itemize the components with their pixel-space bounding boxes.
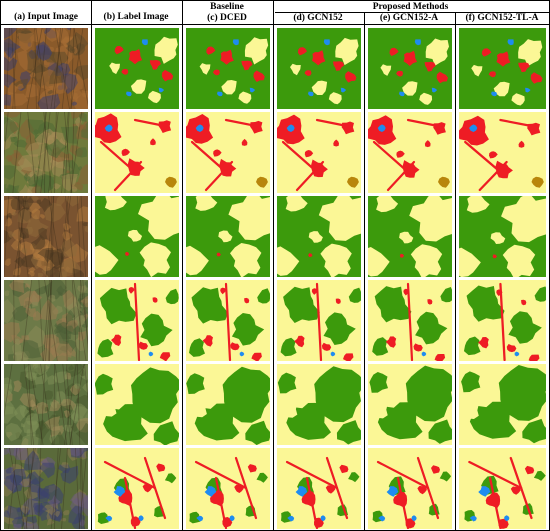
group-header-proposed: Proposed Methods xyxy=(372,2,449,12)
prediction-map-tile xyxy=(277,28,361,109)
input-image-tile xyxy=(4,364,88,445)
prediction-map-tile xyxy=(459,112,546,193)
col-divider-2 xyxy=(182,0,183,531)
prediction-map-tile xyxy=(368,364,452,445)
prediction-map-tile xyxy=(186,280,270,361)
prediction-map-tile xyxy=(186,364,270,445)
prediction-map-tile xyxy=(277,364,361,445)
prediction-map-tile xyxy=(277,448,361,529)
input-image-tile xyxy=(4,448,88,529)
col-divider-3 xyxy=(273,0,274,531)
column-header-label: (b) Label Image xyxy=(103,12,169,22)
frame-top xyxy=(0,0,550,1)
col-divider-5 xyxy=(455,13,456,531)
group-header-baseline: Baseline xyxy=(210,2,244,12)
prediction-map-tile xyxy=(186,448,270,529)
column-header-dced: (c) DCED xyxy=(207,13,247,23)
prediction-map-tile xyxy=(277,280,361,361)
label-image-tile xyxy=(95,280,179,361)
prediction-map-tile xyxy=(277,196,361,277)
prediction-map-tile xyxy=(277,112,361,193)
prediction-map-tile xyxy=(186,196,270,277)
prediction-map-tile xyxy=(186,28,270,109)
input-image-tile xyxy=(4,112,88,193)
prediction-map-tile xyxy=(459,448,546,529)
prediction-map-tile xyxy=(368,112,452,193)
prediction-map-tile xyxy=(459,364,546,445)
column-header-gcn152: (d) GCN152 xyxy=(293,13,343,23)
prediction-map-tile xyxy=(186,112,270,193)
prediction-map-tile xyxy=(459,28,546,109)
label-image-tile xyxy=(95,364,179,445)
prediction-map-tile xyxy=(368,448,452,529)
column-header-input: (a) Input Image xyxy=(14,12,78,22)
proposed-divider xyxy=(275,12,550,13)
prediction-map-tile xyxy=(459,196,546,277)
col-divider-1 xyxy=(91,0,92,531)
prediction-map-tile xyxy=(368,28,452,109)
prediction-map-tile xyxy=(459,280,546,361)
label-image-tile xyxy=(95,28,179,109)
label-image-tile xyxy=(95,196,179,277)
column-header-gcn152-tl-a: (f) GCN152-TL-A xyxy=(465,13,539,23)
col-divider-4 xyxy=(364,13,365,531)
column-header-gcn152-a: (e) GCN152-A xyxy=(379,13,439,23)
input-image-tile xyxy=(4,28,88,109)
input-image-tile xyxy=(4,280,88,361)
prediction-map-tile xyxy=(368,280,452,361)
header-divider xyxy=(0,24,550,25)
label-image-tile xyxy=(95,112,179,193)
frame-left xyxy=(0,0,1,531)
label-image-tile xyxy=(95,448,179,529)
input-image-tile xyxy=(4,196,88,277)
prediction-map-tile xyxy=(368,196,452,277)
